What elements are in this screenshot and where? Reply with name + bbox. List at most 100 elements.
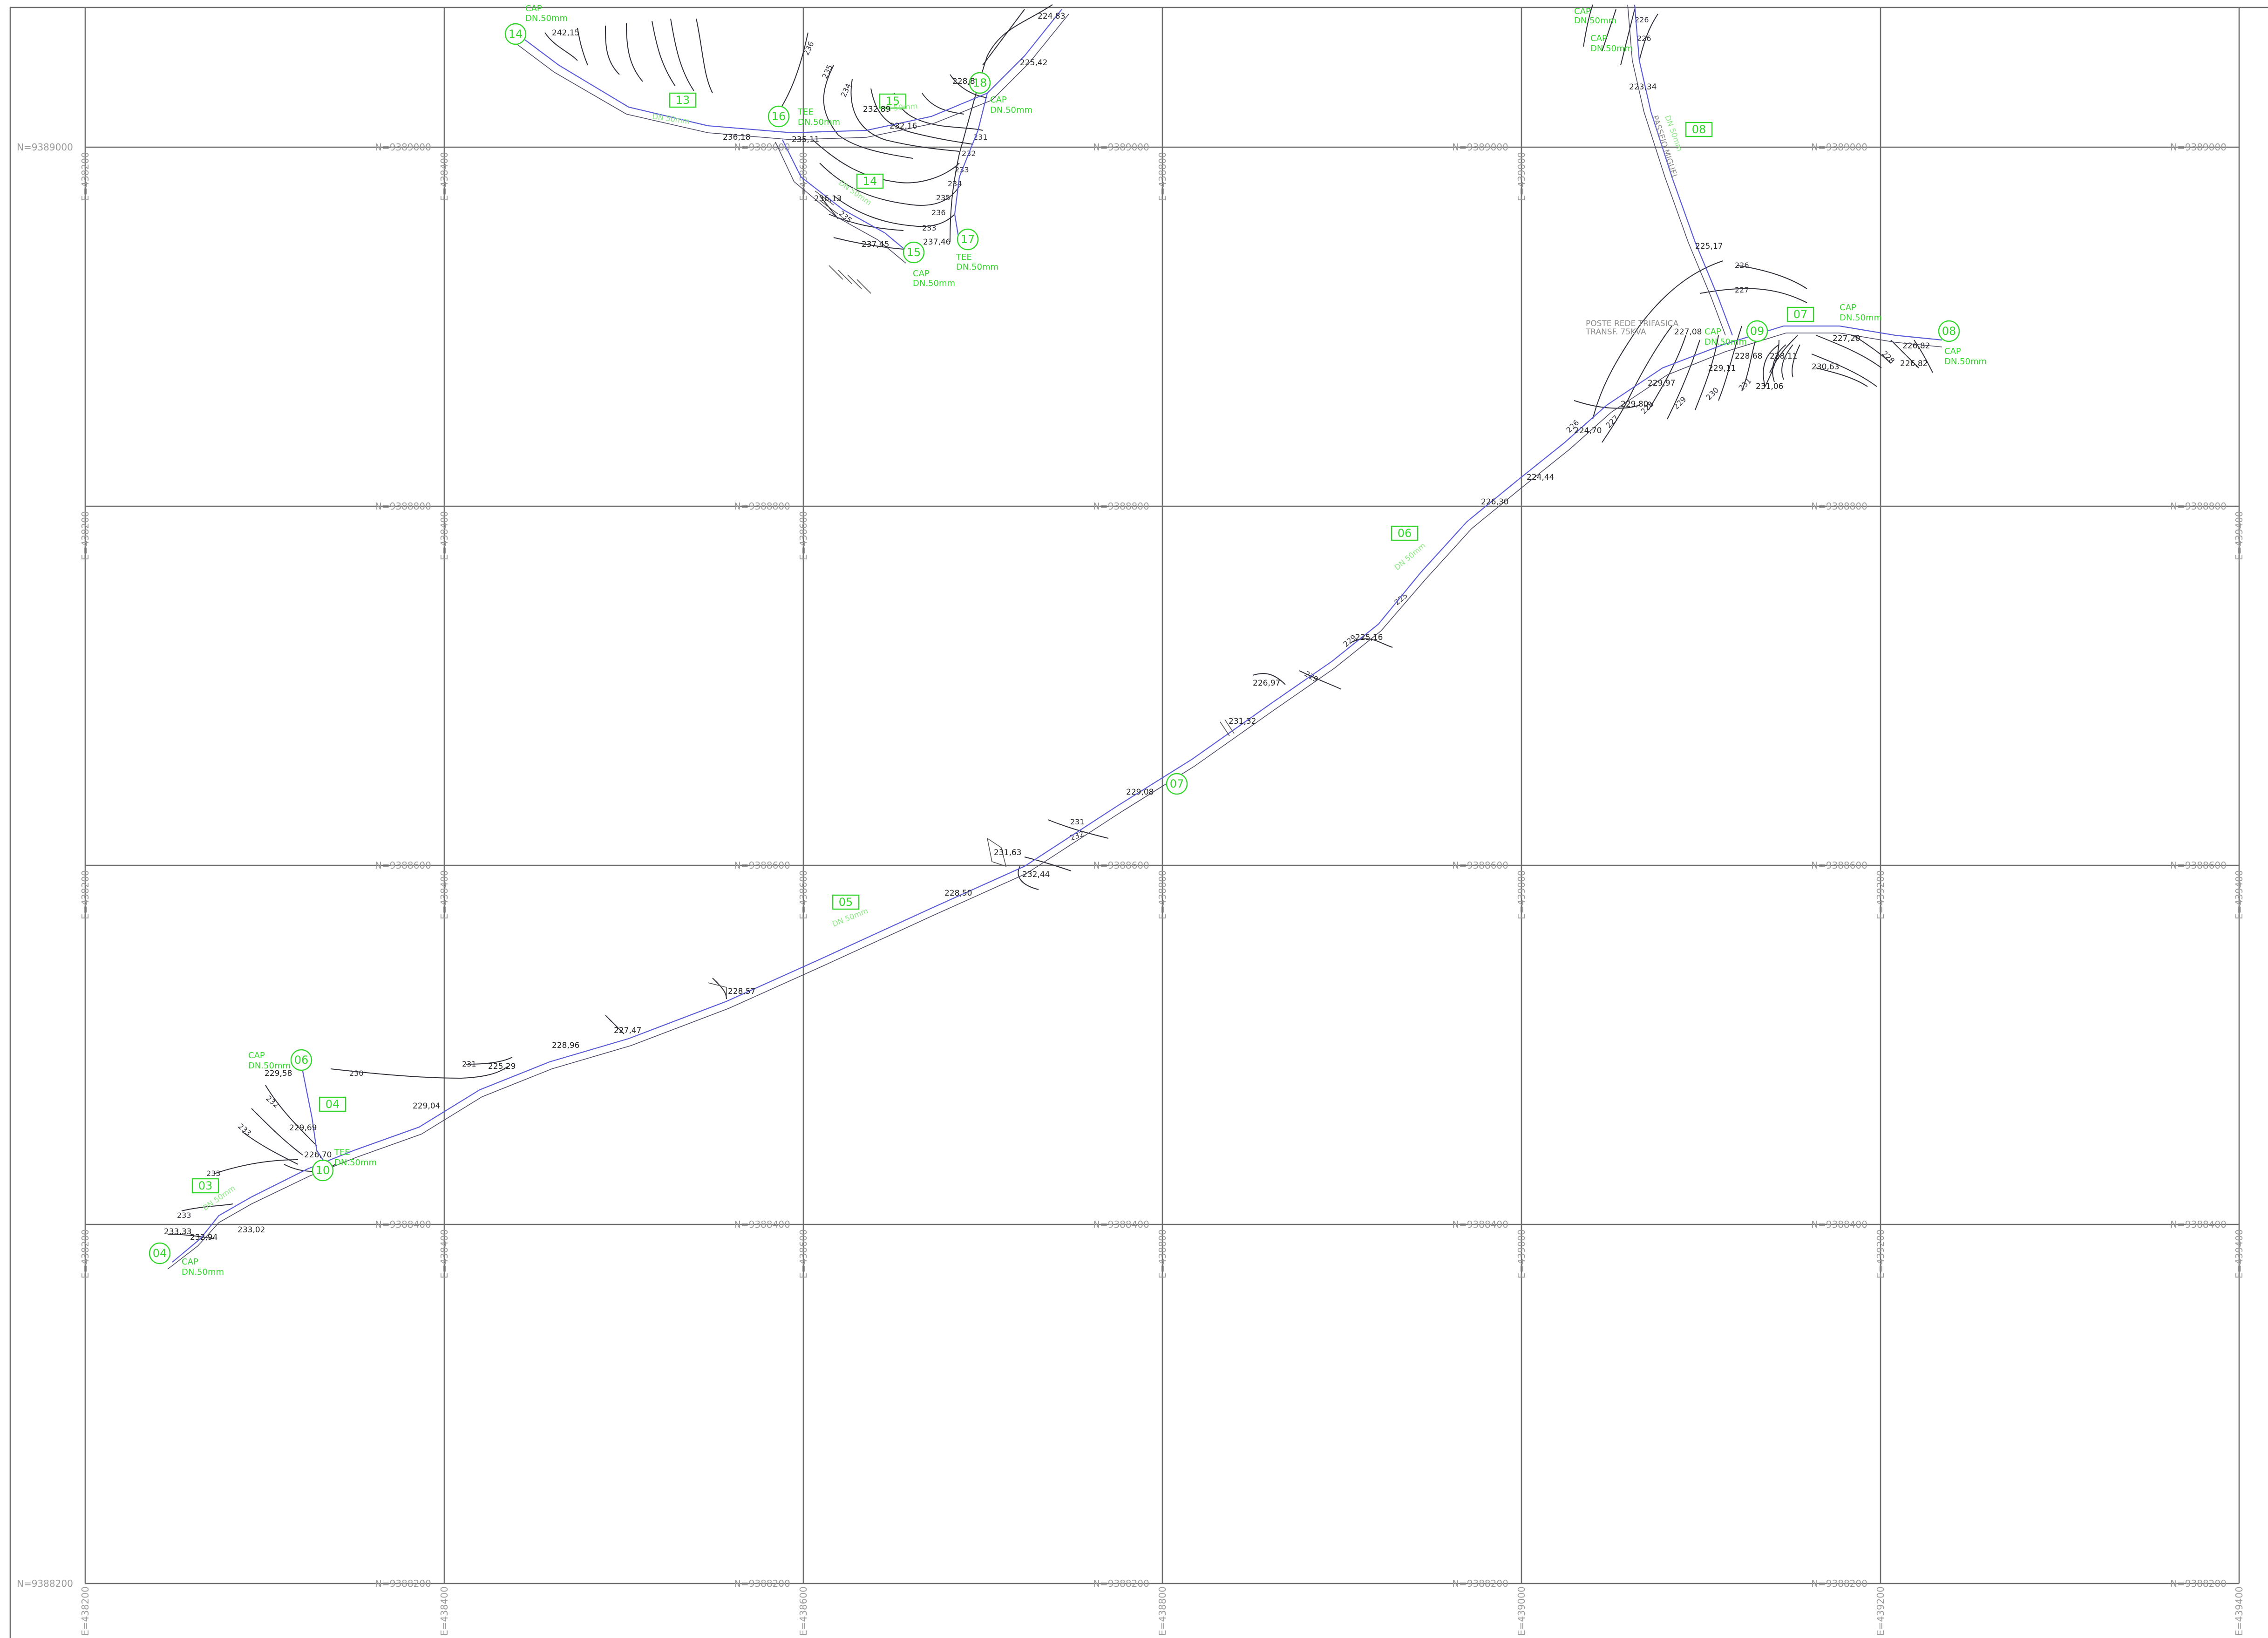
pipeline-branch — [954, 93, 988, 243]
north-label: N=9389000 — [1093, 142, 1149, 153]
east-label: E=438800 — [1157, 870, 1168, 919]
elevation: 224,44 — [1527, 473, 1554, 482]
north-label: N=9388400 — [2170, 1219, 2227, 1230]
node-04[interactable]: 04 — [149, 1242, 171, 1264]
node-18[interactable]: 18 — [969, 72, 991, 94]
fitting-type: CAP — [1704, 327, 1721, 337]
contour-line — [823, 65, 913, 159]
contour-line — [712, 978, 727, 999]
segment-07[interactable]: 07 — [1786, 306, 1814, 322]
contour-label: 235 — [936, 193, 951, 202]
node-label: 09 — [1750, 325, 1765, 338]
node-marker — [767, 105, 790, 128]
node-marker — [1746, 320, 1768, 342]
elevation: 228,8 — [952, 77, 975, 86]
node-17[interactable]: 17 — [957, 228, 979, 251]
segment-05[interactable]: 05 — [832, 894, 860, 910]
contour-line — [544, 32, 578, 61]
segment-06[interactable]: 06 — [1391, 525, 1419, 541]
segment-box — [319, 1096, 346, 1112]
segments: 13 15 14 08 07 06 05 04 — [191, 92, 1814, 1194]
contour-label: 231 — [1737, 376, 1753, 393]
segment-13[interactable]: 13 — [669, 92, 697, 108]
elevation: 233,33 — [164, 1227, 191, 1237]
east-label: E=438200 — [80, 1229, 91, 1278]
node-10[interactable]: 10 — [312, 1159, 334, 1182]
contour-label: 233 — [177, 1211, 191, 1220]
segment-08[interactable]: 08 — [1685, 122, 1713, 137]
contour-line — [605, 1015, 625, 1034]
elevation: 226,70 — [304, 1150, 332, 1160]
elevation: 235,11 — [792, 135, 819, 144]
node-14[interactable]: 14 — [504, 23, 527, 45]
elevation: 225,42 — [1020, 58, 1047, 68]
segment-label: 04 — [326, 1098, 340, 1111]
segment-04[interactable]: 04 — [319, 1096, 346, 1112]
fitting-hatch — [1220, 719, 1235, 736]
segment-label: 06 — [1398, 527, 1412, 540]
east-label: E=438600 — [798, 1586, 809, 1636]
contour-line — [1695, 335, 1719, 410]
elevation: 228,57 — [728, 987, 755, 996]
node-06[interactable]: 06 — [290, 1049, 312, 1071]
east-label: E=438200 — [80, 870, 91, 919]
contour-line — [214, 1159, 299, 1174]
segment-box — [191, 1178, 219, 1194]
elevation: 224,70 — [1574, 426, 1602, 435]
contour-line — [1792, 344, 1800, 378]
node-label: 08 — [1942, 325, 1956, 338]
fitting-size: DN.50mm — [334, 1158, 377, 1168]
east-label: E=439400 — [2234, 1229, 2245, 1278]
node-marker — [1938, 320, 1960, 342]
contour-labels: 236 235 234 233 232 231 234 235 236 233 … — [177, 15, 1896, 1220]
east-label: E=438800 — [1157, 1229, 1168, 1278]
fitting-size: DN.50mm — [1574, 16, 1616, 26]
contour-label: 226 — [1735, 261, 1749, 270]
east-label: E=439200 — [1875, 1586, 1886, 1636]
node-15[interactable]: 15 — [903, 241, 925, 264]
segment-label: 14 — [863, 175, 877, 188]
contour-line — [1737, 265, 1807, 289]
elevation: 224,83 — [1038, 12, 1065, 21]
node-label: 04 — [153, 1247, 167, 1260]
elevation: 242,15 — [552, 28, 579, 38]
elevation: 233,02 — [238, 1225, 265, 1235]
contour-line — [1890, 340, 1919, 368]
north-label: N=9389000 — [375, 142, 431, 153]
segment-box — [879, 93, 907, 109]
segment-box — [856, 173, 884, 189]
contour-line — [1853, 335, 1891, 364]
elevation: 226,82 — [1902, 341, 1930, 351]
segment-03[interactable]: 03 — [191, 1178, 219, 1194]
node-09[interactable]: 09 — [1746, 320, 1768, 342]
segment-15[interactable]: 15 — [879, 93, 907, 109]
fitting-type: CAP — [1944, 347, 1961, 356]
node-label: 16 — [772, 110, 786, 123]
node-16[interactable]: 16 — [767, 105, 790, 128]
north-label: N=9388600 — [375, 860, 431, 871]
contour-line — [1620, 9, 1635, 66]
elevation: 228,50 — [944, 889, 972, 898]
fitting-type: CAP — [913, 269, 930, 279]
node-label: 17 — [961, 233, 975, 246]
contour-line — [181, 1203, 233, 1211]
pipeline-branch — [782, 139, 913, 257]
east-label: E=439400 — [2234, 511, 2245, 560]
segment-14[interactable]: 14 — [856, 173, 884, 189]
elevation: 228,68 — [1735, 352, 1762, 361]
pipeline-main — [172, 325, 1942, 1263]
elevation: 232,16 — [890, 122, 917, 131]
segment-box — [1685, 122, 1713, 137]
contour-line — [1914, 340, 1933, 373]
node-label: 06 — [294, 1053, 309, 1067]
contour-label: 231 — [462, 1060, 476, 1068]
contour-line — [1024, 856, 1072, 871]
node-08[interactable]: 08 — [1938, 320, 1960, 342]
elevation: 229,58 — [265, 1069, 292, 1078]
elevation-labels: 242,15 236,18 235,11 232,89 232,16 225,4… — [164, 12, 1930, 1242]
north-label: N=9389000 — [1811, 142, 1867, 153]
segment-box — [832, 894, 860, 910]
elevation: 231,63 — [994, 848, 1021, 857]
node-07[interactable]: 07 — [1166, 773, 1188, 795]
contour-line — [1592, 260, 1724, 420]
